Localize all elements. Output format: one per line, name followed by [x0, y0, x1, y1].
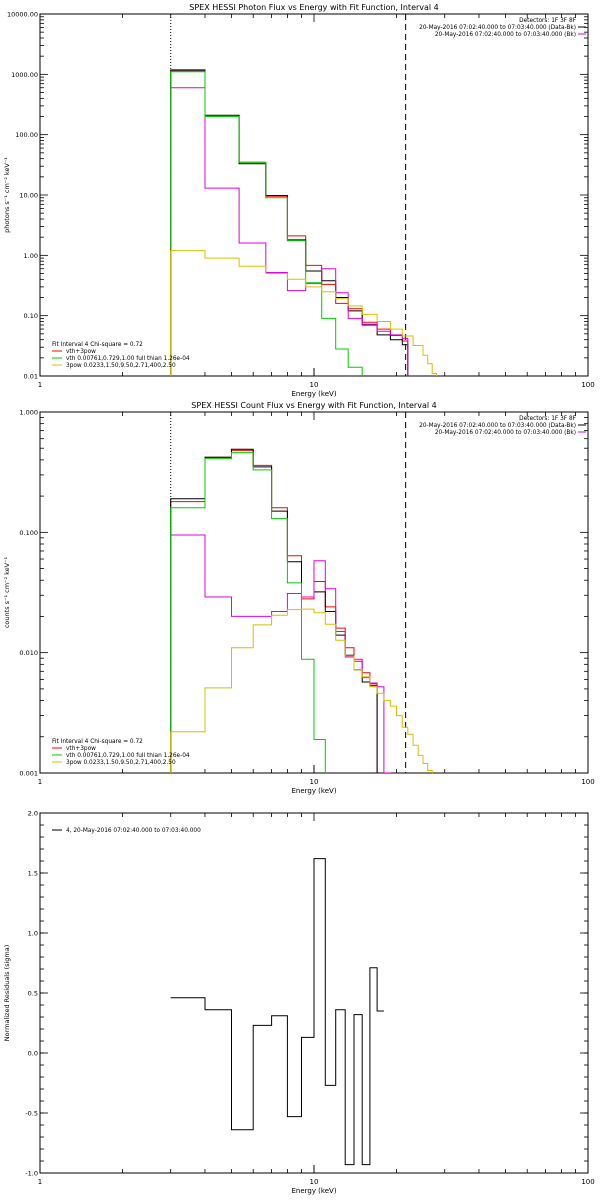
series-vth: [170, 71, 363, 376]
legend-left-line: vth+3pow: [66, 746, 96, 752]
legend-left-line: vth 0.00761,0.729,1.00 full thian 1.26e-…: [66, 753, 190, 759]
series-3pow: [170, 250, 437, 376]
legend-left-line: vth+3pow: [66, 349, 96, 355]
y-tick-label: 0.01: [24, 373, 38, 381]
y-tick-label: 1.0: [28, 930, 38, 938]
series-layer: [170, 858, 384, 1166]
chart-panel-2: 1 10 100 0.001 0.010 0.100 1.000 SPEX HESSI Cou…: [3, 401, 595, 795]
series-layer: [170, 69, 437, 376]
legend-right-line: Detectors: 1F 3F 8F: [519, 18, 576, 24]
series-residuals: [170, 858, 384, 1166]
x-axis-label: Energy (keV): [291, 390, 336, 398]
legend-right-line: 20-May-2016 07:02:40.000 to 07:03:40.000…: [435, 430, 576, 436]
plot-frame: [39, 13, 589, 377]
chart-panel-1: 1 10 100 0.01 0.10 1.00 10.00 100.00 1000.00 1000…: [3, 3, 595, 398]
series-3pow: [170, 608, 433, 773]
series-bk: [170, 534, 391, 773]
x-tick-label: 1: [38, 1178, 42, 1186]
legend-right-line: 20-May-2016 07:02:40.000 to 07:03:40.000…: [435, 32, 576, 38]
legend-right-line: 20-May-2016 07:02:40.000 to 07:03:40.000…: [419, 423, 576, 429]
y-tick-label: -0.5: [25, 1110, 38, 1118]
y-axis-label: Normalized Residuals (sigma): [3, 945, 11, 1042]
chart-title: SPEX HESSI Photon Flux vs Energy with Fi…: [189, 3, 439, 12]
legend-right-line: 20-May-2016 07:02:40.000 to 07:03:40.000…: [419, 25, 576, 31]
y-tick-label: 100.00: [15, 131, 38, 139]
legend-left-line: 3pow 0.0233,1.50,9.50,2.71,400,2.50: [66, 760, 176, 766]
series-vth-3pow: [170, 69, 409, 376]
legend-left-line: Fit Interval 4 Chi-square = 0.72: [52, 739, 143, 745]
y-tick-label: 0.001: [19, 770, 38, 778]
legend-right-line: Detectors: 1F 3F 8F: [519, 416, 576, 422]
y-tick-label: 10000.00: [7, 11, 38, 19]
series-vth: [170, 452, 326, 773]
x-axis-label: Energy (keV): [291, 1187, 336, 1195]
x-tick-label: 100: [581, 1178, 594, 1186]
series-bk: [170, 87, 409, 376]
legend-left-line: Fit Interval 4 Chi-square = 0.72: [52, 342, 143, 348]
legend-left-line: vth 0.00761,0.729,1.00 full thian 1.26e-…: [66, 356, 190, 362]
legend-left-line: 4, 20-May-2016 07:02:40.000 to 07:03:40.…: [66, 828, 201, 834]
y-tick-label: 0.100: [19, 529, 38, 537]
y-tick-label: 0.5: [28, 990, 38, 998]
y-tick-label: 2.0: [28, 810, 38, 818]
y-tick-label: 1.000: [19, 409, 38, 417]
x-tick-label: 1: [38, 778, 42, 786]
y-tick-label: 1.00: [24, 252, 38, 260]
x-tick-label: 1: [38, 381, 42, 389]
y-tick-label: 1.5: [28, 870, 38, 878]
series-layer: [170, 448, 433, 773]
y-tick-label: 0.10: [24, 312, 38, 320]
x-tick-label: 100: [581, 381, 594, 389]
y-tick-label: -1.0: [25, 1170, 38, 1178]
legend-left-line: 3pow 0.0233,1.50,9.50,2.71,400,2.50: [66, 363, 176, 369]
x-tick-label: 10: [310, 778, 319, 786]
y-tick-label: 0.0: [28, 1050, 38, 1058]
y-tick-label: 0.010: [19, 649, 38, 657]
x-tick-label: 100: [581, 778, 594, 786]
x-tick-label: 10: [310, 1178, 319, 1186]
series-data-bk: [170, 448, 378, 773]
y-tick-label: 1000.00: [11, 71, 38, 79]
y-axis-label: photons s⁻¹ cm⁻² keV⁻¹: [3, 157, 11, 233]
y-tick-label: 10.00: [19, 192, 38, 200]
chart-title: SPEX HESSI Count Flux vs Energy with Fit…: [191, 401, 436, 410]
y-axis-label: counts s⁻¹ cm⁻² keV⁻¹: [3, 556, 11, 628]
chart-panel-3: 1 10 100 -1.0 -0.5 0.0 0.5 1.0 1.5 2.0 Energy (keV…: [3, 810, 595, 1196]
x-axis-label: Energy (keV): [291, 787, 336, 795]
x-tick-label: 10: [310, 381, 319, 389]
